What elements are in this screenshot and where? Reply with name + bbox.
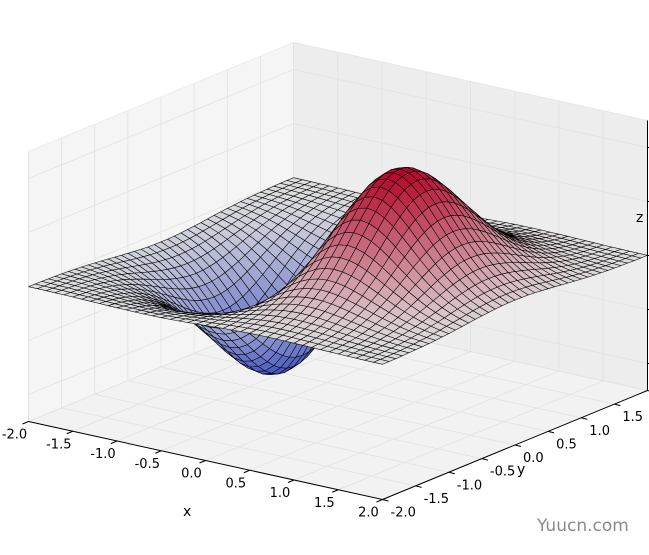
x-axis-label: x [183,504,191,520]
y-tick-label: 0.5 [556,437,577,452]
y-tick-mark [548,430,555,434]
x-tick-label: 1.5 [314,496,335,511]
gridline [28,123,294,233]
x-tick-mark [22,421,29,425]
surface-cell [373,359,390,365]
x-tick-label: 1.0 [270,486,291,501]
watermark: Yuucn.com [536,516,629,536]
gridline [94,393,449,473]
y-tick-mark [614,403,621,407]
y-axis-label: y [517,462,525,478]
gridline [127,380,482,460]
x-tick-mark [287,479,295,483]
y-tick-mark [448,471,455,475]
y-tick-label: -0.5 [490,465,515,480]
y-tick-label: 0.0 [523,451,544,466]
y-tick-label: -1.5 [424,492,449,507]
gridline [61,407,416,487]
x-tick-mark [199,460,206,464]
x-tick-label: 2.0 [358,506,379,521]
y-tick-label: 1.5 [622,410,643,425]
axis-ticks: -2.0-1.5-1.0-0.50.00.51.01.52.0 -2.0-1.5-… [2,147,649,521]
x-tick-mark [110,440,118,444]
gridline [293,69,648,148]
y-tick-label: -1.0 [457,478,482,493]
x-tick-label: -1.5 [46,437,71,452]
x-tick-label: -1.0 [90,447,115,462]
x-tick-label: -0.5 [135,457,160,472]
y-tick-mark [382,499,389,502]
y-tick-mark [415,485,422,488]
y-tick-label: 1.0 [589,424,610,439]
y-tick-mark [481,458,488,461]
y-tick-label: -2.0 [391,506,416,521]
gridline [28,69,294,179]
surface-mesh [28,167,648,375]
gridline [160,366,516,446]
gridline [293,123,648,202]
x-tick-mark [376,499,383,503]
x-tick-label: 0.5 [225,476,246,491]
x-tick-label: -2.0 [2,428,27,443]
z-axis-label: z [636,210,643,226]
x-tick-mark [332,489,339,493]
x-tick-label: 0.0 [181,467,202,482]
y-tick-mark [581,417,588,420]
x-tick-mark [155,450,162,454]
x-tick-mark [243,469,250,474]
gridline [28,177,294,287]
x-tick-mark [66,430,73,435]
y-tick-mark [514,444,522,447]
